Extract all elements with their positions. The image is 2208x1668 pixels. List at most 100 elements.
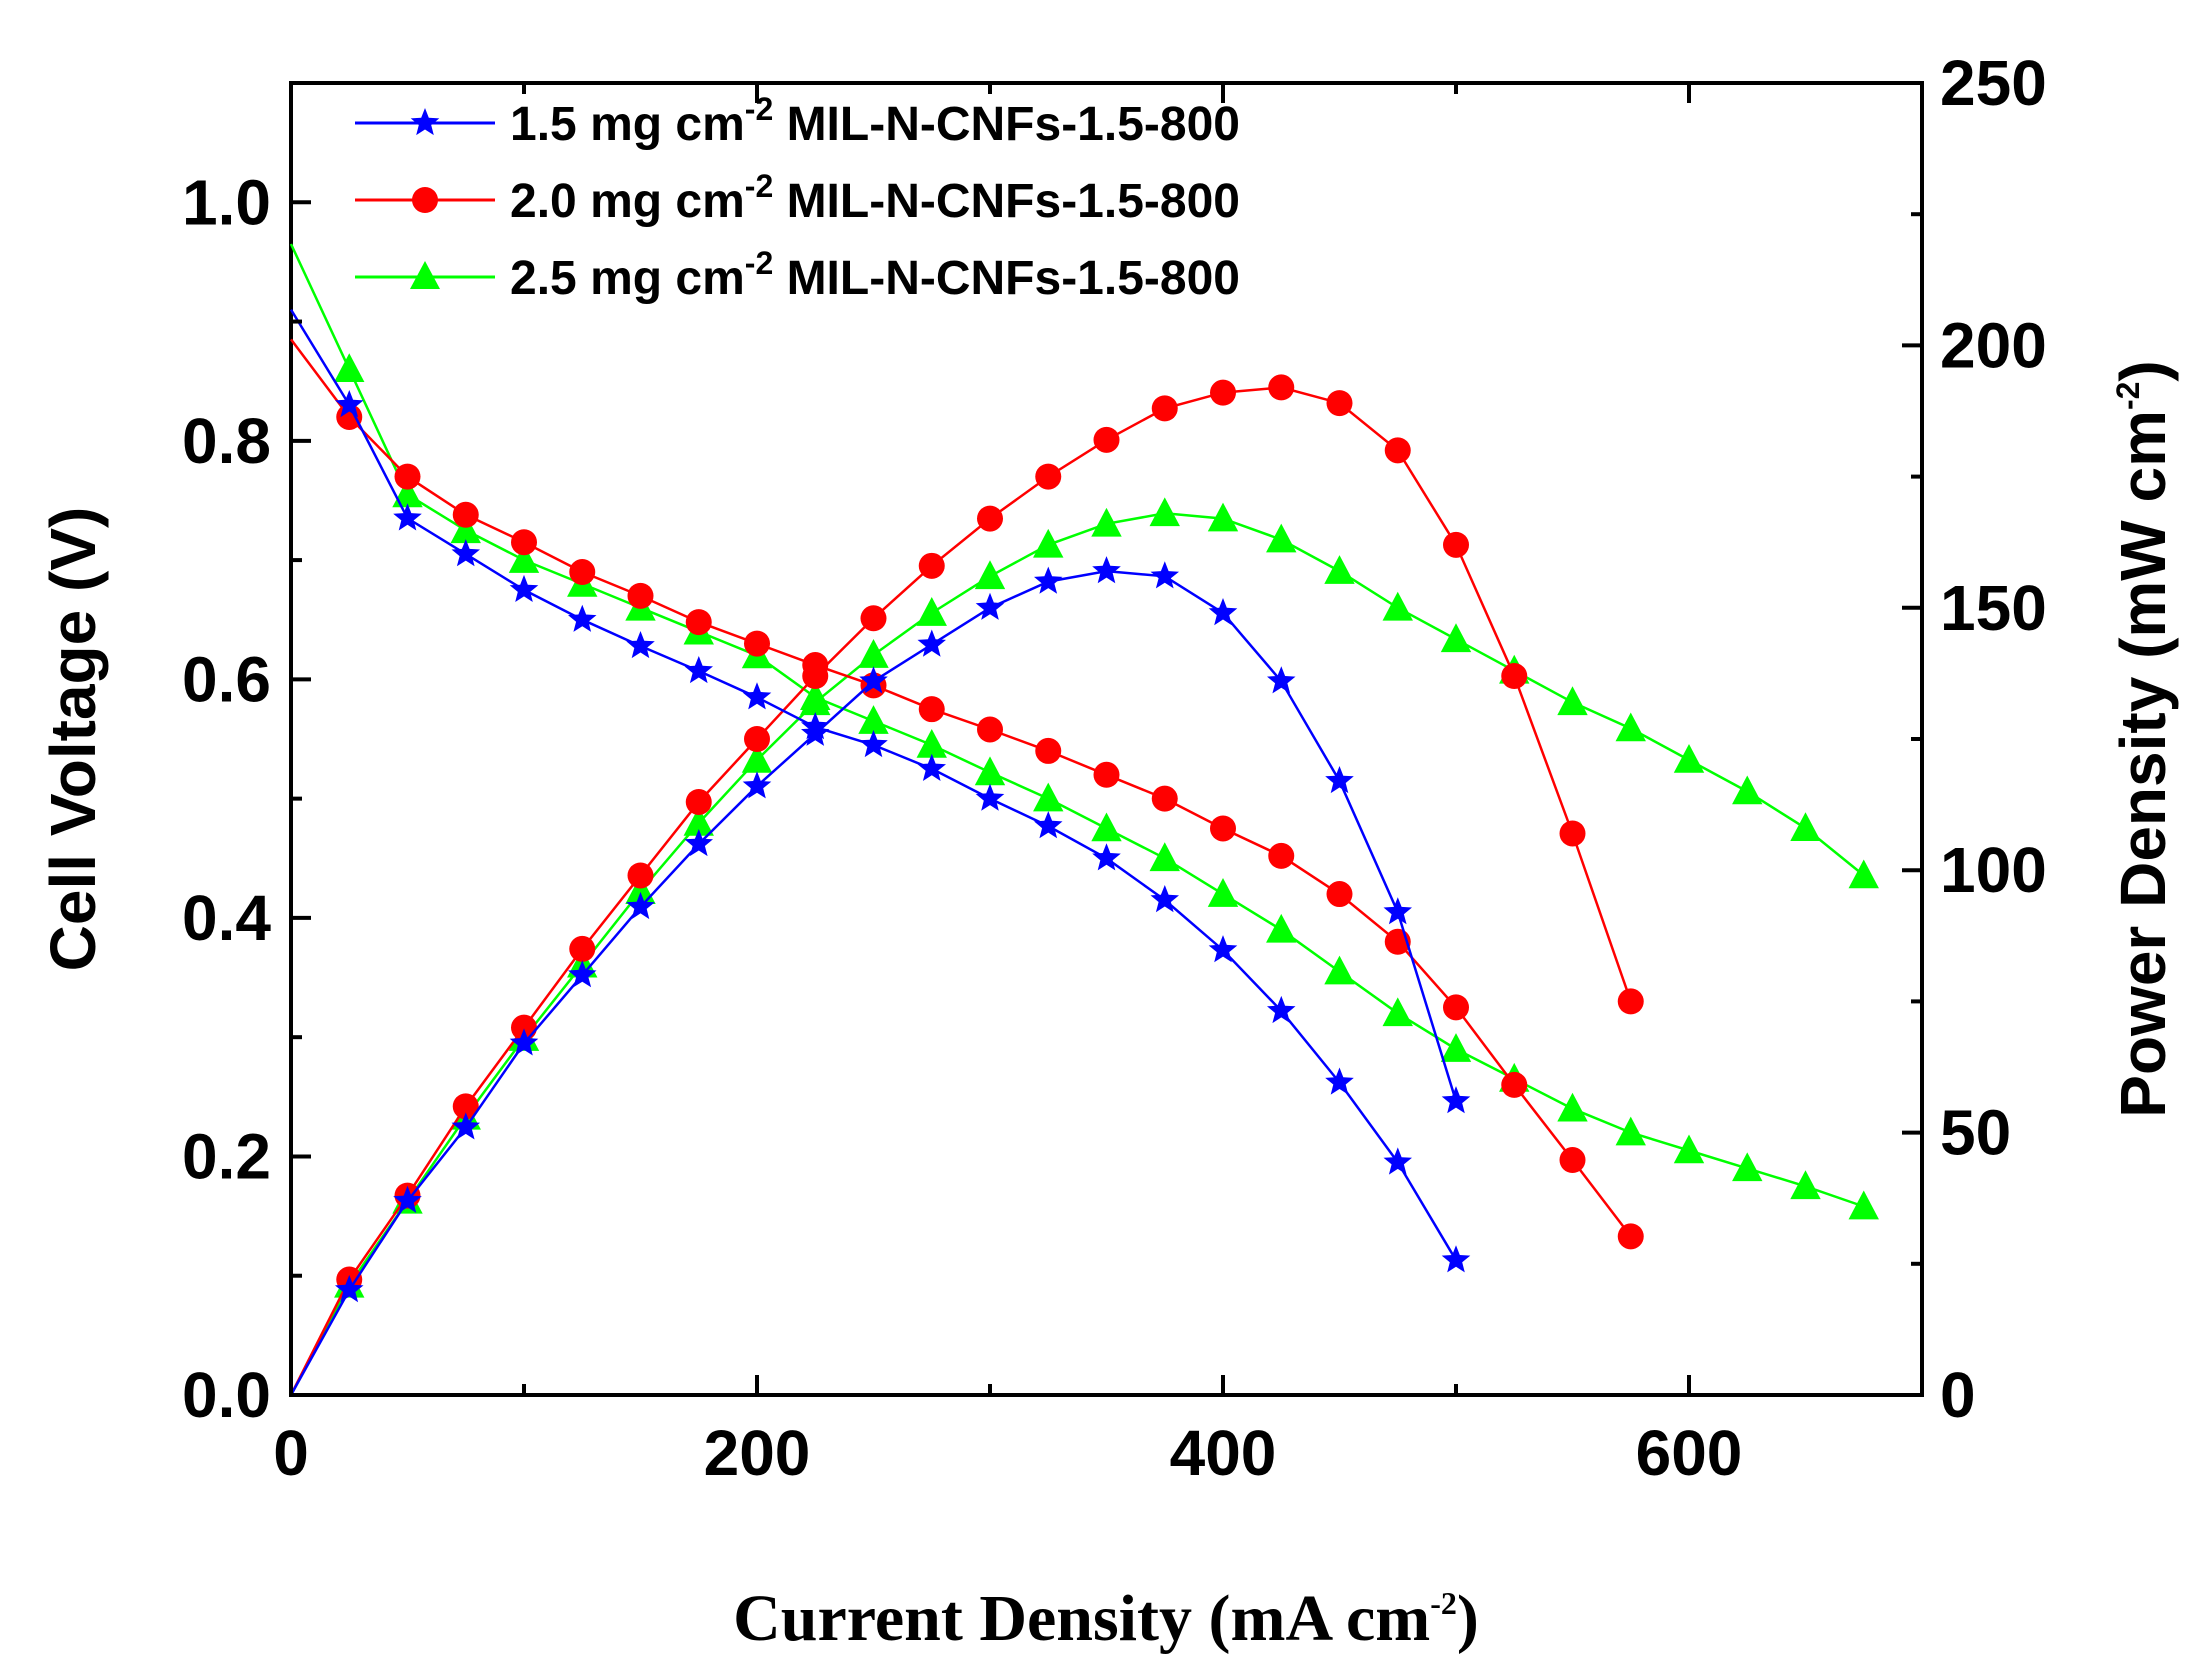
legend-marker-star: [410, 108, 440, 136]
series-3-power-point: [741, 743, 773, 773]
series-2-power-point: [1326, 390, 1353, 417]
series-1-polarization-point: [1092, 843, 1121, 871]
series-1-polarization-point: [451, 539, 480, 567]
series-3-power-line: [289, 512, 1865, 1396]
series-3-polarization-point: [1033, 782, 1064, 812]
series-1-power-point: [1325, 766, 1354, 794]
series-1-polarization-point: [335, 390, 364, 418]
series-1-power-point: [801, 718, 830, 746]
series-2-power-point: [569, 935, 596, 962]
series-1-power-point: [917, 629, 946, 657]
series-3-power-point: [1033, 528, 1064, 558]
y-right-tick-label: 0: [1940, 1359, 1976, 1431]
series-2-power-point: [627, 862, 654, 889]
series-3-polarization-point: [1440, 1033, 1472, 1062]
series-1-power-point: [451, 1112, 480, 1140]
series-3-polarization-point: [1324, 955, 1355, 985]
series-2-power-point: [452, 1093, 479, 1120]
series-3-polarization-point: [334, 353, 365, 383]
series-3-power-point: [1732, 775, 1763, 805]
series-1-polarization-point: [684, 656, 713, 684]
series-3-polarization-point: [1091, 812, 1122, 842]
series-1-power: [289, 556, 1471, 1396]
series-3-polarization-point: [392, 478, 423, 508]
series-2-polarization-point: [977, 716, 1003, 743]
series-1-polarization-point: [568, 604, 597, 632]
series-2-polarization-point: [452, 501, 479, 528]
series-1-power-point: [1034, 566, 1063, 594]
series-3-polarization-point: [508, 544, 540, 573]
series-2-polarization-point: [1443, 994, 1469, 1021]
legend-label-2: 2.0 mg cm-2 MIL-N-CNFs-1.5-800: [510, 168, 1240, 228]
series-1-power-point: [975, 592, 1005, 620]
series-1-power-point: [509, 1028, 539, 1056]
legend-marker-triangle: [410, 261, 440, 289]
series-1-power-point: [1150, 561, 1179, 589]
series-2-polarization-point: [1559, 1147, 1586, 1174]
series-1-power-point: [1441, 1086, 1471, 1114]
series-3-polarization-point: [916, 728, 947, 758]
series-1-polarization-point: [1441, 1245, 1471, 1273]
x-tick-label: 0: [273, 1417, 309, 1489]
series-2-power-point: [1210, 379, 1236, 406]
y-left-tick-label: 0.4: [182, 882, 271, 954]
series-2-polarization-point: [511, 529, 537, 556]
y-right-tick-label: 100: [1940, 834, 2047, 906]
series-1-power-point: [626, 891, 655, 920]
series-1-power-point: [684, 829, 713, 857]
series-2-polarization-point: [1326, 881, 1353, 908]
y-right-tick-label: 250: [1940, 47, 2047, 119]
series-1-polarization-point: [859, 730, 888, 758]
x-tick-label: 400: [1170, 1417, 1277, 1489]
series-3-power-point: [1673, 743, 1705, 773]
y-right-tick-label: 50: [1940, 1097, 2011, 1169]
series-3-polarization-point: [1557, 1092, 1588, 1122]
series-3-power-point: [625, 875, 656, 904]
series-3-polarization-point: [1615, 1116, 1646, 1146]
y-left-tick-label: 0.2: [182, 1120, 271, 1192]
series-3-power-point: [916, 597, 947, 626]
series-3-power-point: [800, 686, 831, 716]
series-1-power-point: [393, 1185, 422, 1213]
series-1-polarization-point: [1383, 1147, 1412, 1175]
series-3-power-point: [1790, 812, 1821, 842]
legend-label-1: 1.5 mg cm-2 MIL-N-CNFs-1.5-800: [510, 91, 1240, 151]
series-2-power-point: [860, 605, 887, 632]
series-3-polarization-point: [1732, 1152, 1763, 1182]
series-2-polarization-point: [1035, 737, 1062, 764]
y-left-tick-label: 0.6: [182, 643, 271, 715]
series-2-power-point: [1035, 463, 1062, 490]
series-3-power-point: [1091, 507, 1122, 537]
series-2-polarization-point: [918, 696, 945, 723]
series-3-power-point: [1440, 623, 1472, 653]
series-3-polarization-point: [1207, 878, 1239, 907]
series-3-power-point: [1149, 497, 1180, 527]
series-1-polarization-point: [1150, 885, 1179, 913]
series-3-polarization-point: [1382, 997, 1413, 1027]
series-2-power-point: [685, 788, 712, 815]
series-3-polarization-point: [858, 705, 889, 734]
y-right-tick-label: 200: [1940, 309, 2047, 381]
series-3-power-point: [974, 560, 1006, 590]
series-1-power-point: [568, 960, 597, 988]
legend-entry-2: 2.0 mg cm-2 MIL-N-CNFs-1.5-800: [355, 168, 1240, 228]
series-2-polarization-point: [627, 582, 654, 609]
series-1-polarization-point: [1267, 995, 1296, 1024]
series-1-polarization-point: [509, 574, 539, 602]
series-1-polarization-point: [917, 753, 946, 781]
series-2-polarization-point: [1617, 1223, 1644, 1250]
series-2-power-point: [1617, 988, 1644, 1015]
series-1-power-point: [1267, 666, 1296, 694]
series-3-polarization-point: [1673, 1134, 1705, 1164]
series-1-power-point: [859, 666, 888, 694]
x-tick-label: 200: [704, 1417, 811, 1489]
series-1-power-point: [335, 1275, 364, 1303]
series-1-polarization-point: [393, 503, 422, 531]
legend-entry-1: 1.5 mg cm-2 MIL-N-CNFs-1.5-800: [355, 91, 1240, 151]
series-3-power-point: [1615, 712, 1646, 742]
series-2-power-point: [977, 505, 1003, 532]
series-1-polarization-point: [1208, 935, 1238, 963]
series-1-polarization-point: [1034, 811, 1063, 839]
series-2-power-point: [918, 552, 945, 579]
